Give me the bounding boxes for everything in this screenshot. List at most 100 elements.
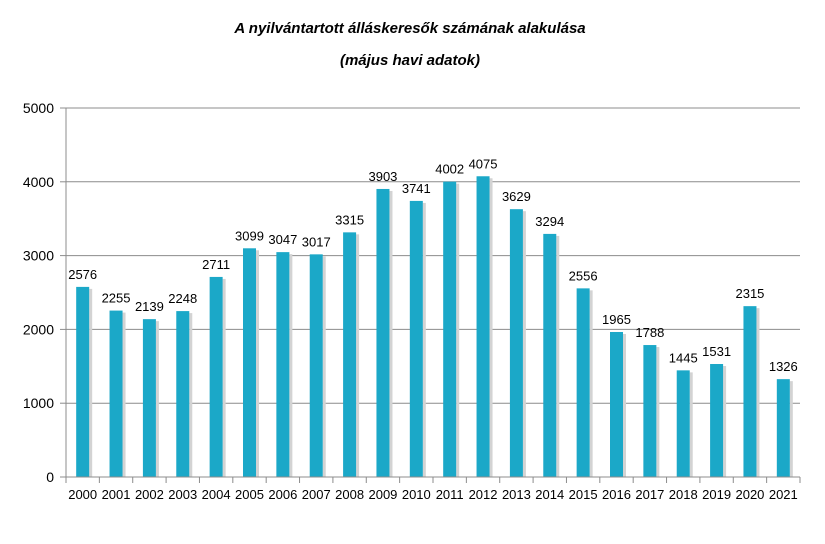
bar bbox=[76, 286, 90, 477]
bar bbox=[476, 176, 490, 477]
bar-shadow bbox=[689, 372, 693, 477]
bar bbox=[676, 370, 690, 477]
x-tick-label: 2010 bbox=[402, 487, 431, 502]
bar bbox=[109, 310, 123, 477]
bar-shadow bbox=[522, 211, 526, 477]
data-label: 2576 bbox=[68, 267, 97, 282]
x-tick-label: 2017 bbox=[635, 487, 664, 502]
data-label: 2711 bbox=[202, 257, 230, 272]
bar-shadow bbox=[389, 190, 393, 477]
bar bbox=[209, 276, 223, 477]
bar bbox=[376, 188, 390, 477]
bar bbox=[643, 345, 657, 477]
data-label: 2315 bbox=[735, 286, 764, 301]
y-tick-label: 3000 bbox=[23, 248, 54, 264]
bar-shadow bbox=[756, 308, 760, 477]
x-tick-label: 2001 bbox=[102, 487, 131, 502]
x-tick-label: 2014 bbox=[535, 487, 564, 502]
data-label: 3099 bbox=[235, 228, 264, 243]
bar-shadow bbox=[422, 202, 426, 478]
bar bbox=[176, 311, 190, 477]
x-axis: 2000 2001 2002 2003 2004 2005 2006 2007 2008 2009… bbox=[65, 476, 801, 502]
x-tick-label: 2011 bbox=[436, 487, 464, 502]
data-label: 1788 bbox=[635, 325, 664, 340]
x-tick-label: 2013 bbox=[502, 487, 531, 502]
data-label: 1965 bbox=[602, 312, 631, 327]
x-tick-label: 2019 bbox=[702, 487, 731, 502]
x-tick-label: 2012 bbox=[469, 487, 498, 502]
x-tick-label: 2006 bbox=[268, 487, 297, 502]
y-axis: 0 1000 2000 3000 4000 5000 bbox=[23, 100, 67, 485]
x-tick-label: 2008 bbox=[335, 487, 364, 502]
x-tick-label: 2005 bbox=[235, 487, 264, 502]
bar-shadow bbox=[723, 366, 727, 477]
data-label: 1531 bbox=[702, 344, 731, 359]
bar-shadow bbox=[356, 234, 360, 477]
bar-shadow bbox=[189, 313, 193, 477]
data-label: 2556 bbox=[569, 268, 598, 283]
data-label: 4075 bbox=[469, 156, 498, 171]
data-label: 3017 bbox=[302, 234, 331, 249]
y-tick-label: 4000 bbox=[23, 174, 54, 190]
data-label: 2139 bbox=[135, 299, 164, 314]
bar bbox=[710, 364, 724, 477]
data-label: 3315 bbox=[335, 212, 364, 227]
bar bbox=[276, 252, 290, 477]
x-tick-label: 2007 bbox=[302, 487, 331, 502]
bar-shadow bbox=[623, 333, 626, 477]
data-label: 2255 bbox=[102, 291, 131, 306]
bar-shadow bbox=[122, 312, 126, 477]
x-tick-label: 2009 bbox=[368, 487, 397, 502]
x-tick-label: 2020 bbox=[735, 487, 764, 502]
data-label: 3903 bbox=[368, 169, 397, 184]
data-labels: 2576 2255 2139 2248 2711 3099 3047 3017 3315 3903… bbox=[68, 156, 798, 374]
x-tick-label: 2021 bbox=[769, 487, 798, 502]
x-tick-label: 2003 bbox=[168, 487, 197, 502]
data-label: 3741 bbox=[402, 181, 431, 196]
x-tick-label: 2002 bbox=[135, 487, 164, 502]
bar bbox=[543, 233, 557, 477]
chart-subtitle: (május havi adatok) bbox=[340, 52, 480, 69]
bar-shadow bbox=[289, 254, 293, 477]
bar bbox=[443, 181, 457, 477]
y-tick-label: 0 bbox=[46, 469, 54, 485]
y-tick-label: 5000 bbox=[23, 100, 54, 116]
x-tick-label: 2016 bbox=[602, 487, 631, 502]
bar-shadow bbox=[789, 381, 793, 477]
bar bbox=[576, 288, 590, 477]
bar bbox=[409, 200, 423, 478]
bar-shadow bbox=[656, 347, 660, 477]
bar-shadow bbox=[89, 288, 93, 477]
bar-shadow bbox=[322, 256, 326, 477]
bar bbox=[509, 209, 523, 477]
bar bbox=[743, 306, 757, 477]
bar bbox=[309, 254, 323, 477]
data-label: 4002 bbox=[435, 162, 464, 177]
y-tick-label: 1000 bbox=[23, 395, 54, 411]
bar-shadow bbox=[222, 278, 226, 477]
bar-shadow bbox=[155, 321, 159, 477]
bar bbox=[243, 248, 256, 477]
bar-shadow bbox=[589, 290, 593, 477]
data-label: 3294 bbox=[535, 214, 564, 229]
bar bbox=[142, 319, 156, 477]
x-tick-label: 2004 bbox=[202, 487, 231, 502]
data-label: 1326 bbox=[769, 359, 798, 374]
data-label: 3629 bbox=[502, 189, 531, 204]
bar-shadow bbox=[456, 183, 460, 477]
x-tick-label: 2000 bbox=[68, 487, 97, 502]
bar bbox=[776, 379, 790, 477]
bar-shadow bbox=[556, 235, 560, 477]
x-tick-label: 2015 bbox=[569, 487, 598, 502]
bars bbox=[76, 176, 793, 478]
bar-shadow bbox=[256, 250, 259, 477]
data-label: 1445 bbox=[669, 350, 698, 365]
y-tick-label: 2000 bbox=[23, 321, 54, 337]
bar bbox=[610, 331, 623, 477]
x-tick-label: 2018 bbox=[669, 487, 698, 502]
chart-title: A nyilvántartott álláskeresők számának a… bbox=[233, 20, 585, 37]
bar bbox=[343, 232, 357, 477]
bar-shadow bbox=[489, 178, 493, 477]
data-label: 2248 bbox=[168, 291, 197, 306]
